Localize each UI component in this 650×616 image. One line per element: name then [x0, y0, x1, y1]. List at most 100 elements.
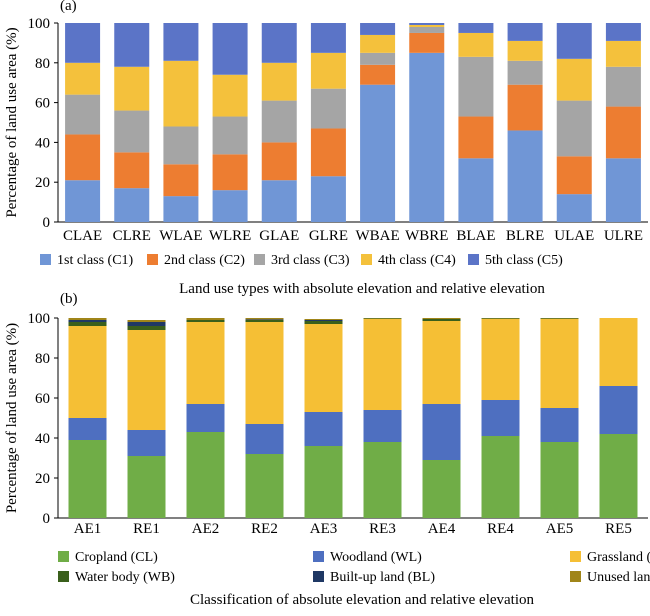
x-tick-label: RE3 [369, 521, 396, 537]
x-axis-title: Land use types with absolute elevation a… [179, 281, 545, 297]
bar-segment-blae-s4 [458, 33, 493, 57]
x-tick-label: AE1 [74, 521, 102, 537]
bar-segment-re4-s3 [482, 319, 520, 400]
bar-segment-ae1-s3 [69, 326, 107, 418]
bar-segment-ulre-s4 [606, 41, 641, 67]
bar-segment-ae1-s1 [69, 440, 107, 518]
y-tick-label: 80 [35, 56, 50, 72]
bar-segment-glre-s1 [311, 176, 346, 222]
bar-segment-glae-s3 [262, 101, 297, 143]
bar-segment-clre-s2 [114, 152, 149, 188]
bar-segment-re4-s4 [482, 318, 520, 319]
bar-segment-glre-s4 [311, 53, 346, 89]
bar-segment-wbre-s4 [409, 25, 444, 27]
x-tick-label: RE4 [487, 521, 514, 537]
bar-segment-blre-s4 [508, 41, 543, 61]
legend-swatch [313, 571, 324, 582]
bar-segment-blae-s3 [458, 57, 493, 117]
bar-segment-wlae-s5 [163, 23, 198, 61]
bar-segment-re1-s4 [128, 326, 166, 330]
x-tick-label: RE2 [251, 521, 278, 537]
bar-segment-glae-s4 [262, 63, 297, 101]
bar-segment-ae4-s6 [423, 318, 461, 319]
x-axis-title: Classification of absolute elevation and… [190, 592, 535, 608]
x-tick-label: WBRE [405, 228, 448, 244]
bar-segment-clre-s3 [114, 111, 149, 153]
bar-segment-ae2-s1 [187, 432, 225, 518]
bar-segment-wbae-s3 [360, 53, 395, 65]
bar-segment-glae-s2 [262, 142, 297, 180]
bar-segment-clre-s1 [114, 188, 149, 222]
bar-segment-ulre-s5 [606, 23, 641, 41]
bar-segment-ae4-s4 [423, 319, 461, 321]
bar-segment-ulae-s3 [557, 101, 592, 157]
bar-segment-re2-s6 [246, 318, 284, 319]
bar-segment-clae-s1 [65, 180, 100, 222]
bar-segment-wlre-s1 [213, 190, 248, 222]
legend-swatch [570, 551, 581, 562]
bar-segment-ae5-s4 [541, 318, 579, 319]
legend-label: Woodland (WL) [330, 550, 422, 565]
bar-segment-glre-s3 [311, 89, 346, 129]
panel-label: (a) [60, 0, 77, 14]
bar-segment-ae3-s1 [305, 446, 343, 518]
bar-segment-re2-s2 [246, 424, 284, 454]
bar-segment-ae4-s2 [423, 404, 461, 460]
bar-segment-ae1-s2 [69, 418, 107, 440]
y-tick-label: 40 [35, 431, 50, 447]
legend-label: Built-up land (BL) [330, 570, 435, 585]
bar-segment-ae2-s2 [187, 404, 225, 432]
bar-segment-wlre-s4 [213, 75, 248, 117]
legend-swatch [58, 571, 69, 582]
x-tick-label: CLAE [63, 228, 102, 244]
bar-segment-blre-s3 [508, 61, 543, 85]
x-tick-label: AE5 [546, 521, 574, 537]
bar-segment-ae5-s3 [541, 319, 579, 408]
bar-segment-ae1-s5 [69, 320, 107, 322]
bar-segment-re3-s3 [364, 319, 402, 410]
bar-segment-re1-s1 [128, 456, 166, 518]
legend-swatch [58, 551, 69, 562]
bar-segment-ulae-s1 [557, 194, 592, 222]
bar-segment-clae-s3 [65, 95, 100, 135]
bar-segment-blre-s5 [508, 23, 543, 41]
legend-swatch [313, 551, 324, 562]
bar-segment-wbre-s3 [409, 27, 444, 33]
bar-segment-blae-s1 [458, 158, 493, 222]
bar-segment-ulae-s4 [557, 59, 592, 101]
bar-segment-ae5-s1 [541, 442, 579, 518]
y-tick-label: 80 [35, 351, 50, 367]
y-axis-title: Percentage of land use area (%) [4, 323, 20, 513]
bar-segment-ulre-s2 [606, 107, 641, 159]
bar-segment-wbae-s1 [360, 85, 395, 222]
bar-segment-wbae-s5 [360, 23, 395, 35]
bar-segment-re2-s3 [246, 322, 284, 424]
bar-segment-re3-s2 [364, 410, 402, 442]
bar-segment-re3-s1 [364, 442, 402, 518]
bar-segment-wlae-s4 [163, 61, 198, 127]
bar-segment-ae2-s4 [187, 320, 225, 322]
legend-label: Water body (WB) [75, 570, 175, 585]
bar-segment-glre-s5 [311, 23, 346, 53]
bar-segment-glre-s2 [311, 128, 346, 176]
bar-segment-ae1-s4 [69, 322, 107, 326]
bar-segment-ae3-s6 [305, 319, 343, 320]
panel-label: (b) [60, 291, 78, 307]
bar-segment-re2-s5 [246, 319, 284, 320]
bar-segment-ulre-s1 [606, 158, 641, 222]
y-tick-label: 20 [35, 471, 50, 487]
bar-segment-re3-s4 [364, 318, 402, 319]
x-tick-label: RE5 [605, 521, 632, 537]
bar-segment-ae3-s3 [305, 324, 343, 412]
bar-segment-ae5-s2 [541, 408, 579, 442]
x-tick-label: BLRE [506, 228, 544, 244]
bar-segment-ae2-s6 [187, 318, 225, 320]
y-tick-label: 40 [35, 135, 50, 151]
x-tick-label: WLAE [159, 228, 202, 244]
legend-label: 5th class (C5) [485, 253, 563, 268]
bar-segment-ulae-s2 [557, 156, 592, 194]
y-tick-label: 60 [35, 391, 50, 407]
legend-label: Grassland (GL) [587, 550, 650, 565]
bar-segment-wlre-s3 [213, 117, 248, 155]
bar-segment-re5-s2 [600, 386, 638, 434]
